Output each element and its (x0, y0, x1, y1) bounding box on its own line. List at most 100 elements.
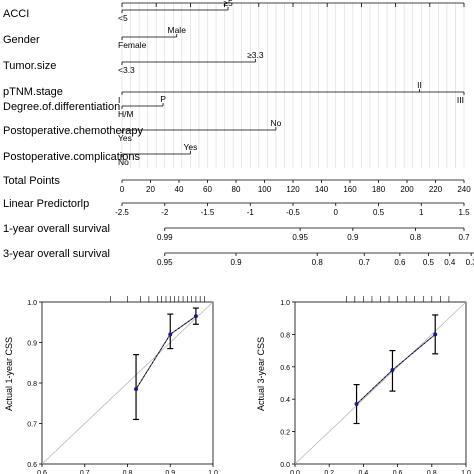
variable-level-label: P (160, 94, 166, 104)
variable-label-acci: ACCI (3, 8, 29, 20)
total-points-tick-label: 160 (343, 185, 357, 194)
linear-predictor-tick-label: 1 (419, 208, 424, 217)
variable-level-label: III (457, 95, 464, 105)
linear-predictor-tick-label: -2.5 (115, 208, 129, 217)
total-points-tick-label: 40 (175, 185, 184, 194)
variable-axis-postoperative-complications: No Yes (118, 142, 197, 167)
total-points-tick-label: 60 (203, 185, 212, 194)
survival-1yr-tick-label: 0.95 (292, 233, 308, 242)
x-tick-label: 0.0 (290, 470, 300, 474)
survival-3yr-tick-label: 0.3 (466, 258, 474, 267)
total-points-tick-label: 100 (258, 185, 272, 194)
linear-predictor-axis: -2.5 -2 -1.5 -1 -0.5 0 0.5 1 1.5 (115, 202, 470, 217)
y-tick-label: 0.8 (280, 332, 290, 339)
x-tick-label: 1.0 (461, 470, 471, 474)
total-points-tick-label: 240 (457, 185, 471, 194)
variable-label-tumor-size: Tumor.size (3, 60, 56, 72)
survival-1yr-tick-label: 0.99 (157, 233, 173, 242)
variable-label-ptnm-stage: pTNM.stage (3, 86, 63, 98)
x-tick-label: 0.4 (359, 470, 369, 474)
linear-predictor-tick-label: 1.5 (458, 208, 470, 217)
calibration-plot-3-year: Actual 3-year CSS 0.0 0.2 0.4 0.6 0.8 1.0 0.0 0… (256, 296, 471, 474)
y-tick-label: 0.7 (27, 422, 37, 429)
variable-label-postoperative-complications: Postoperative.complications (3, 151, 140, 163)
linear-predictor-tick-label: -1 (247, 208, 255, 217)
variable-level-label: Yes (118, 133, 132, 143)
calibration-plot-1-year: Actual 1-year CSS 0.6 0.7 0.8 0.9 1.0 0.6 0.7 0… (4, 296, 218, 474)
data-point (390, 368, 395, 373)
y-tick-label: 0.4 (280, 397, 290, 404)
data-point (433, 332, 438, 337)
survival-3yr-tick-label: 0.7 (359, 258, 371, 267)
total-points-label: Total Points (3, 175, 60, 187)
data-point (168, 332, 173, 337)
survival-3yr-label: 3-year overall survival (3, 248, 110, 260)
total-points-tick-label: 140 (315, 185, 329, 194)
variable-axis-gender: Female Male (118, 25, 186, 50)
survival-1yr-tick-label: 0.9 (347, 233, 359, 242)
variable-level-label: <3.3 (118, 65, 135, 75)
survival-1yr-tick-label: 0.8 (410, 233, 422, 242)
linear-predictor-tick-label: -2 (161, 208, 169, 217)
variable-axis-tumor-size: <3.3 ≥3.3 (118, 50, 264, 75)
y-axis-title-3-year: Actual 3-year CSS (256, 337, 266, 411)
survival-1yr-label: 1-year overall survival (3, 223, 110, 235)
total-points-tick-label: 0 (120, 185, 125, 194)
y-tick-label: 1.0 (27, 300, 37, 307)
variable-level-label: H/M (118, 109, 134, 119)
x-tick-label: 0.7 (80, 470, 90, 474)
x-tick-label: 0.2 (324, 470, 334, 474)
y-tick-label: 0.2 (280, 430, 290, 437)
x-tick-label: 0.6 (37, 470, 47, 474)
total-points-tick-label: 180 (372, 185, 386, 194)
y-tick-label: 0.6 (280, 365, 290, 372)
survival-3yr-tick-label: 0.5 (423, 258, 435, 267)
data-point (134, 387, 139, 392)
x-tick-label: 0.9 (165, 470, 175, 474)
variable-level-label: Female (118, 40, 147, 50)
survival-3yr-tick-label: 0.9 (230, 258, 242, 267)
variable-level-label: ≥5 (223, 0, 233, 8)
variable-level-label: No (270, 118, 281, 128)
variable-level-label: II (417, 80, 422, 90)
variable-level-label: Male (168, 25, 187, 35)
x-tick-label: 0.6 (393, 470, 403, 474)
total-points-axis: 0 20 40 60 80 100 120 140 160 180 200 220 240 (120, 179, 471, 194)
data-point (354, 402, 359, 407)
y-tick-label: 0.0 (280, 462, 290, 469)
variable-axis-postoperative-chemotherapy: Yes No (118, 118, 282, 143)
reference-diagonal-line (41, 301, 214, 465)
linear-predictor-tick-label: -0.5 (286, 208, 300, 217)
y-axis-title-1-year: Actual 1-year CSS (4, 337, 14, 411)
x-tick-label: 0.8 (123, 470, 133, 474)
survival-3yr-tick-label: 0.6 (394, 258, 406, 267)
variable-level-label: I (118, 95, 120, 105)
nomogram-gridlines (121, 3, 465, 168)
variable-level-label: Yes (183, 142, 197, 152)
variable-level-label: No (118, 157, 129, 167)
calibration-line (356, 334, 436, 405)
survival-3yr-tick-label: 0.95 (157, 258, 173, 267)
y-tick-label: 0.8 (27, 381, 37, 388)
total-points-tick-label: 220 (429, 185, 443, 194)
total-points-tick-label: 20 (146, 185, 155, 194)
variable-level-label: ≥3.3 (247, 50, 264, 60)
total-points-tick-label: 120 (286, 185, 300, 194)
y-tick-label: 0.9 (27, 341, 37, 348)
variable-axis-degree-of-differentiation: H/M P (118, 94, 166, 119)
data-point (193, 314, 198, 319)
reference-diagonal-line (294, 301, 467, 465)
survival-3yr-tick-label: 0.4 (444, 258, 456, 267)
linear-predictor-tick-label: 0.5 (373, 208, 385, 217)
variable-label-postoperative-chemotherapy: Postoperative.chemotherapy (3, 125, 144, 137)
survival-1yr-axis: 0.99 0.95 0.9 0.8 0.7 (157, 227, 470, 242)
x-tick-label: 0.8 (427, 470, 437, 474)
y-tick-label: 0.6 (27, 462, 37, 469)
variable-level-label: <5 (118, 13, 128, 23)
nomogram: ACCI <5 ≥5 Gender Female Male Tumor.size <… (3, 0, 474, 267)
x-tick-label: 1.0 (208, 470, 218, 474)
y-tick-label: 1.0 (280, 300, 290, 307)
survival-3yr-axis: 0.950.90.80.70.60.50.40.30.2 (157, 252, 474, 267)
